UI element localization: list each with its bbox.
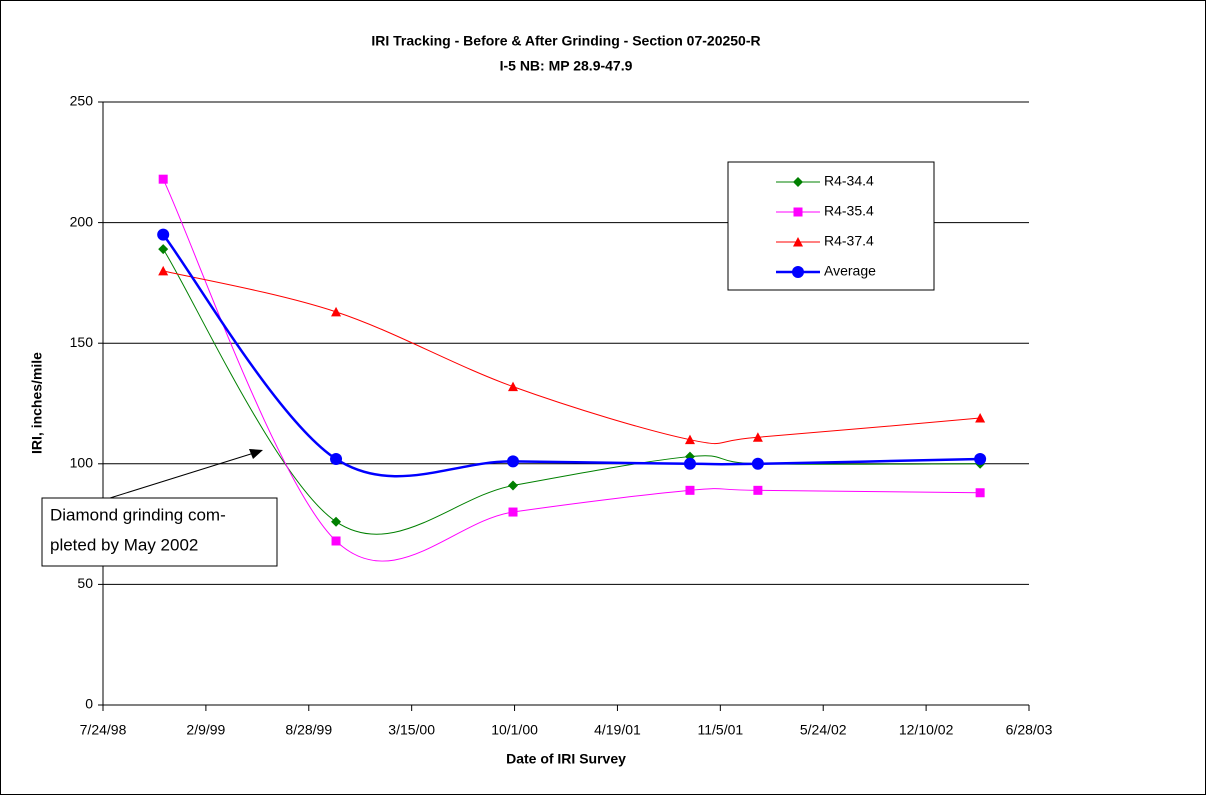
- series-line: [162, 233, 981, 478]
- marker: [508, 381, 519, 392]
- marker: [974, 452, 987, 465]
- marker: [507, 455, 520, 468]
- marker: [683, 457, 696, 470]
- marker: [331, 536, 341, 546]
- x-axis-label: Date of IRI Survey: [506, 751, 626, 767]
- marker: [330, 452, 343, 465]
- marker: [158, 265, 169, 276]
- marker: [508, 507, 518, 517]
- annotation-text: pleted by May 2002: [50, 535, 198, 554]
- legend-label: Average: [824, 263, 876, 279]
- marker: [752, 432, 763, 442]
- x-tick-label: 2/9/99: [186, 722, 225, 738]
- legend-label: R4-35.4: [824, 203, 874, 219]
- marker: [158, 244, 169, 255]
- y-tick-label: 250: [70, 93, 94, 109]
- legend-label: R4-34.4: [824, 173, 874, 189]
- annotation-arrowhead: [249, 449, 263, 459]
- marker: [508, 480, 519, 491]
- x-tick-label: 6/28/03: [1006, 722, 1053, 738]
- legend-box: [727, 161, 935, 291]
- y-tick-label: 200: [70, 213, 94, 229]
- marker: [158, 174, 168, 184]
- x-tick-label: 11/5/01: [697, 722, 743, 738]
- y-tick-label: 0: [85, 696, 93, 712]
- x-tick-label: 8/28/99: [285, 722, 332, 738]
- y-axis-label: IRI, inches/mile: [29, 352, 45, 454]
- x-tick-label: 12/10/02: [899, 722, 954, 738]
- marker: [684, 434, 695, 445]
- x-tick-label: 3/15/00: [388, 722, 435, 738]
- annotation-text: Diamond grinding com-: [50, 505, 226, 524]
- marker: [685, 485, 695, 495]
- marker: [753, 485, 763, 495]
- x-tick-label: 10/1/00: [491, 722, 538, 738]
- marker: [157, 228, 170, 241]
- x-tick-label: 5/24/02: [800, 722, 847, 738]
- x-tick-label: 7/24/98: [80, 722, 127, 738]
- x-tick-label: 4/19/01: [594, 722, 641, 738]
- legend-label: R4-37.4: [824, 233, 874, 249]
- marker: [975, 488, 985, 498]
- marker: [331, 516, 342, 527]
- marker: [331, 306, 342, 317]
- y-tick-label: 150: [70, 334, 94, 350]
- legend-marker: [793, 207, 803, 217]
- annotation-box: [41, 497, 278, 567]
- annotation-arrow: [109, 452, 255, 499]
- marker: [751, 457, 764, 470]
- chart-title: IRI Tracking - Before & After Grinding -…: [371, 33, 760, 49]
- y-tick-label: 50: [77, 575, 93, 591]
- y-tick-label: 100: [70, 455, 94, 471]
- legend-marker: [792, 266, 804, 278]
- series-line: [162, 178, 981, 562]
- chart-subtitle: I-5 NB: MP 28.9-47.9: [500, 58, 633, 74]
- marker: [975, 412, 986, 423]
- series-line: [163, 270, 981, 445]
- legend-marker: [793, 177, 803, 187]
- legend-marker: [793, 237, 803, 247]
